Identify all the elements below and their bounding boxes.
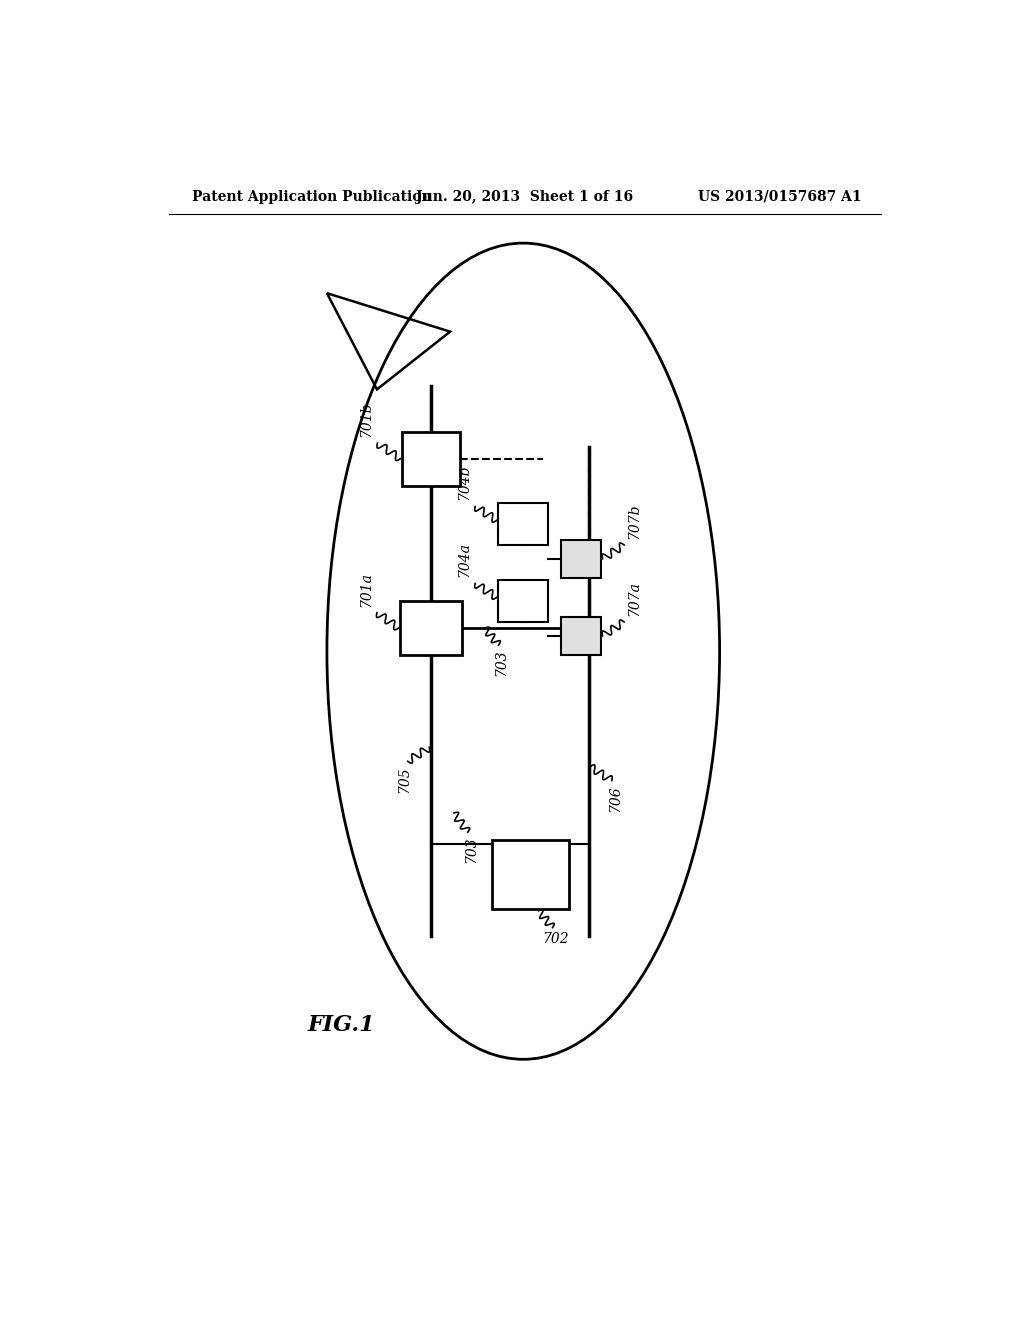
Text: US 2013/0157687 A1: US 2013/0157687 A1 [698, 190, 862, 203]
Text: 705: 705 [397, 766, 412, 792]
Bar [400, 601, 462, 655]
Text: 706: 706 [608, 785, 622, 812]
Bar [402, 432, 460, 486]
Bar [561, 616, 601, 655]
Text: 707b: 707b [628, 503, 641, 539]
Bar [493, 840, 569, 909]
Text: 701a: 701a [359, 572, 373, 607]
Bar [499, 579, 548, 622]
Text: 704a: 704a [458, 543, 471, 577]
Bar [561, 540, 601, 578]
Text: Jun. 20, 2013  Sheet 1 of 16: Jun. 20, 2013 Sheet 1 of 16 [416, 190, 634, 203]
Text: 702: 702 [543, 932, 569, 946]
Text: 704b: 704b [458, 465, 471, 500]
Bar [499, 503, 548, 545]
Text: Patent Application Publication: Patent Application Publication [193, 190, 432, 203]
Text: FIG.1: FIG.1 [307, 1014, 375, 1036]
Text: 707a: 707a [628, 581, 641, 615]
Text: 703: 703 [464, 836, 478, 863]
Text: 703: 703 [495, 649, 509, 676]
Text: 701b: 701b [359, 401, 374, 437]
